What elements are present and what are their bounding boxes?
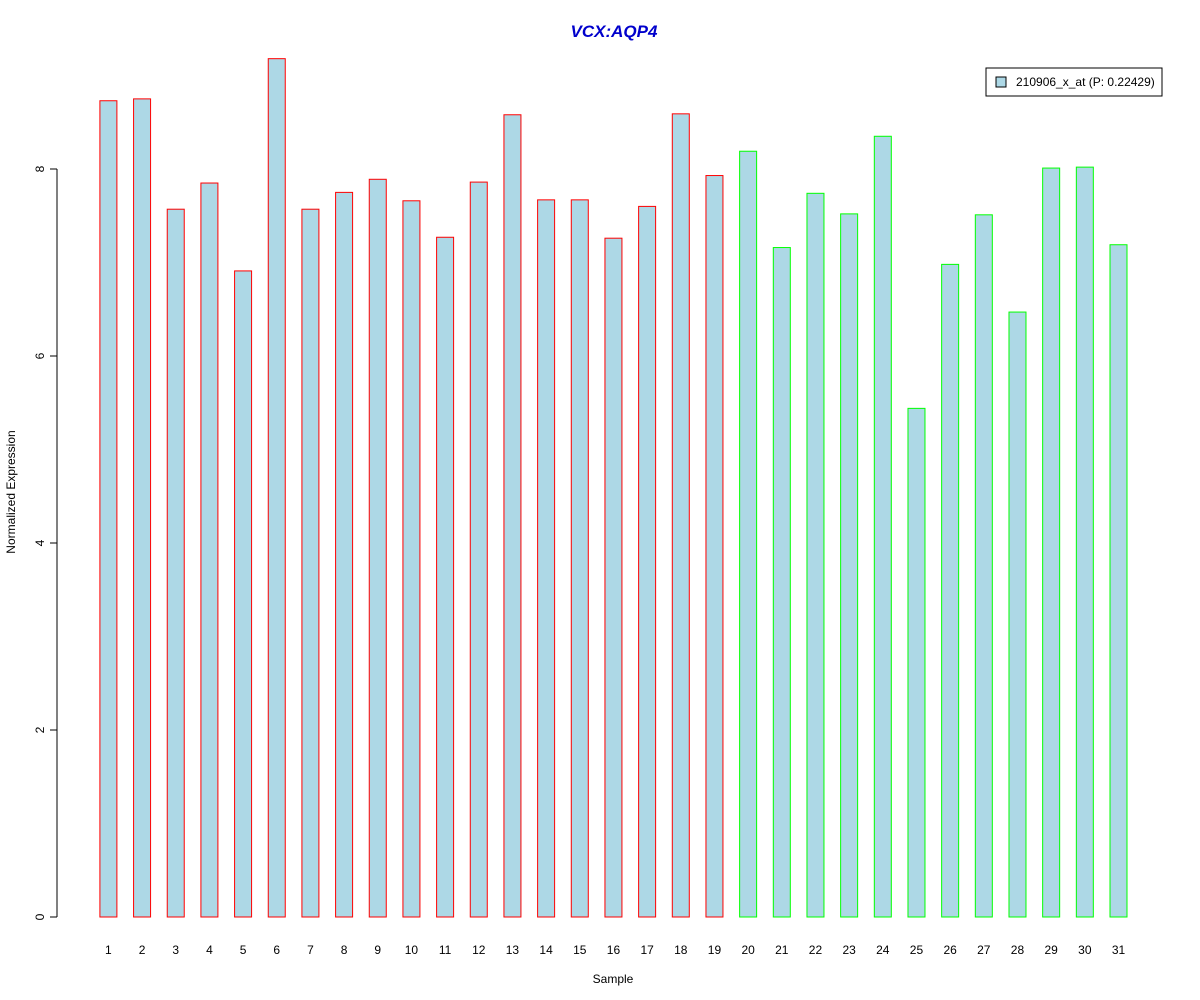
x-tick-label: 10 bbox=[405, 943, 419, 957]
x-tick-label: 3 bbox=[172, 943, 179, 957]
bar-sample-20 bbox=[739, 150, 758, 918]
bar-sample-4 bbox=[200, 182, 219, 918]
x-tick-label: 21 bbox=[775, 943, 789, 957]
x-axis-tick-labels: 1 2 3 4 5 6 7 8 9 10 11 12 13 14 15 16 17 18 19 20 21 22 23 24 2… bbox=[105, 943, 1125, 957]
bar-sample-18 bbox=[671, 113, 690, 918]
x-tick-label: 14 bbox=[539, 943, 553, 957]
y-tick-label: 8 bbox=[33, 165, 47, 172]
x-tick-label: 11 bbox=[439, 943, 452, 957]
bar-sample-25 bbox=[907, 407, 926, 918]
x-tick-label: 31 bbox=[1112, 943, 1126, 957]
x-tick-label: 25 bbox=[910, 943, 924, 957]
x-tick-label: 8 bbox=[341, 943, 348, 957]
x-tick-label: 7 bbox=[307, 943, 314, 957]
legend: 210906_x_at (P: 0.22429) bbox=[985, 67, 1163, 97]
x-tick-label: 26 bbox=[943, 943, 957, 957]
y-tick-label: 6 bbox=[33, 352, 47, 359]
bars bbox=[99, 58, 1128, 918]
x-tick-label: 1 bbox=[105, 943, 112, 957]
bar-sample-1 bbox=[99, 100, 118, 918]
legend-box bbox=[985, 67, 1163, 97]
x-axis-label: Sample bbox=[593, 972, 634, 986]
bar-sample-24 bbox=[873, 135, 892, 918]
x-tick-label: 27 bbox=[977, 943, 991, 957]
bar-sample-8 bbox=[335, 191, 354, 918]
bar-sample-27 bbox=[974, 214, 993, 918]
bar-sample-14 bbox=[537, 199, 556, 918]
x-tick-label: 28 bbox=[1011, 943, 1025, 957]
x-tick-label: 30 bbox=[1078, 943, 1092, 957]
x-tick-label: 16 bbox=[607, 943, 621, 957]
x-tick-label: 6 bbox=[273, 943, 280, 957]
y-tick-label: 2 bbox=[33, 726, 47, 733]
x-tick-label: 23 bbox=[842, 943, 856, 957]
x-tick-label: 24 bbox=[876, 943, 890, 957]
x-tick-label: 2 bbox=[139, 943, 146, 957]
bar-sample-15 bbox=[570, 199, 589, 918]
x-tick-label: 20 bbox=[741, 943, 755, 957]
x-tick-label: 4 bbox=[206, 943, 213, 957]
bar-sample-13 bbox=[503, 114, 522, 918]
bar-sample-30 bbox=[1075, 166, 1094, 918]
x-tick-label: 17 bbox=[640, 943, 654, 957]
x-tick-label: 5 bbox=[240, 943, 247, 957]
bar-sample-9 bbox=[368, 178, 387, 918]
bar-sample-2 bbox=[133, 98, 152, 918]
bar-sample-12 bbox=[469, 181, 488, 918]
bar-sample-22 bbox=[806, 192, 825, 918]
bar-sample-23 bbox=[840, 213, 859, 918]
x-tick-label: 12 bbox=[472, 943, 486, 957]
x-tick-label: 19 bbox=[708, 943, 722, 957]
x-tick-label: 15 bbox=[573, 943, 587, 957]
x-tick-label: 18 bbox=[674, 943, 688, 957]
bar-sample-10 bbox=[402, 200, 421, 918]
x-tick-label: 9 bbox=[374, 943, 381, 957]
bar-sample-6 bbox=[267, 58, 286, 918]
bar-sample-7 bbox=[301, 208, 320, 918]
bar-sample-26 bbox=[941, 263, 960, 918]
legend-label: 210906_x_at (P: 0.22429) bbox=[1016, 75, 1155, 89]
x-tick-label: 22 bbox=[809, 943, 823, 957]
legend-swatch bbox=[995, 76, 1007, 88]
y-axis-label: Normalized Expression bbox=[4, 430, 18, 553]
bar-sample-31 bbox=[1109, 244, 1128, 918]
x-tick-label: 29 bbox=[1044, 943, 1058, 957]
y-axis: 0 2 4 6 8 bbox=[33, 165, 58, 920]
x-tick-label: 13 bbox=[506, 943, 520, 957]
bar-sample-29 bbox=[1042, 167, 1061, 918]
bar-sample-11 bbox=[436, 236, 455, 918]
bar-sample-16 bbox=[604, 237, 623, 918]
bar-sample-17 bbox=[638, 205, 657, 918]
bar-sample-3 bbox=[166, 208, 185, 918]
bar-sample-19 bbox=[705, 175, 724, 918]
bar-sample-28 bbox=[1008, 311, 1027, 918]
bar-sample-21 bbox=[772, 247, 791, 918]
y-tick-label: 4 bbox=[33, 539, 47, 546]
chart-title: VCX:AQP4 bbox=[571, 22, 658, 41]
y-tick-label: 0 bbox=[33, 913, 47, 920]
bar-sample-5 bbox=[234, 270, 253, 918]
